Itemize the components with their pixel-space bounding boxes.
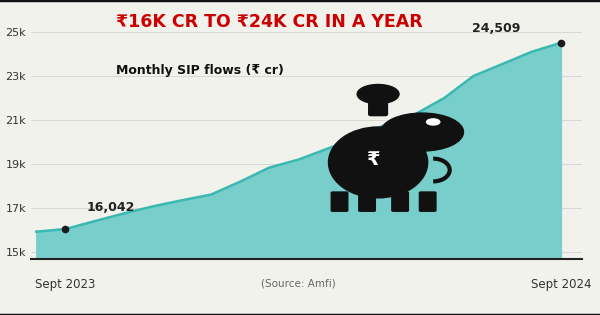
FancyBboxPatch shape [392, 192, 409, 211]
FancyBboxPatch shape [331, 192, 348, 211]
Text: ₹16K CR TO ₹24K CR IN A YEAR: ₹16K CR TO ₹24K CR IN A YEAR [116, 13, 423, 31]
Ellipse shape [329, 127, 428, 198]
Circle shape [381, 113, 463, 151]
Text: 16,042: 16,042 [86, 201, 135, 214]
Text: (Source: Amfi): (Source: Amfi) [261, 278, 336, 288]
FancyBboxPatch shape [359, 192, 376, 211]
Circle shape [357, 84, 399, 104]
Circle shape [427, 119, 440, 125]
Text: Sept 2023: Sept 2023 [35, 278, 95, 291]
Text: 24,509: 24,509 [472, 22, 520, 35]
FancyBboxPatch shape [369, 98, 388, 116]
Text: Monthly SIP flows (₹ cr): Monthly SIP flows (₹ cr) [116, 64, 284, 77]
FancyBboxPatch shape [419, 192, 436, 211]
Text: Sept 2024: Sept 2024 [530, 278, 591, 291]
Text: ₹: ₹ [366, 150, 379, 169]
